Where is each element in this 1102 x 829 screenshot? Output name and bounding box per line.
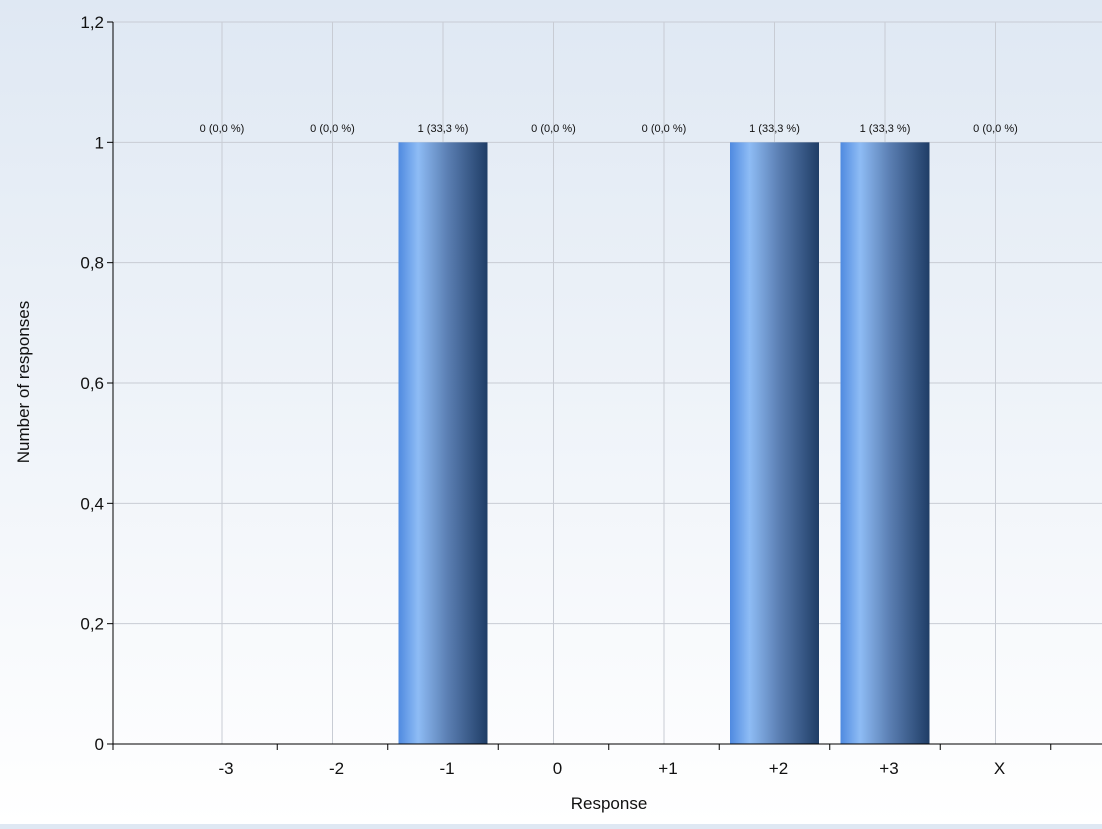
data-labels: 0 (0,0 %) 0 (0,0 %) 1 (33,3 %) 0 (0,0 %) 0 (… [200,123,1018,135]
y-tick-label: 0,4 [80,494,104,513]
data-label: 1 (33,3 %) [418,123,469,135]
data-label: 0 (0,0 %) [531,123,576,135]
y-axis-title: Number of responses [14,301,33,464]
y-tick-label: 1,2 [80,13,104,32]
bar-+3 [840,142,930,745]
data-label: 0 (0,0 %) [642,123,687,135]
bar--1 [398,142,488,745]
x-tick-label: +2 [769,759,788,778]
y-tick-label: 0 [95,735,104,754]
y-tick-label: 1 [95,133,104,152]
data-label: 1 (33,3 %) [749,123,800,135]
y-tick-label: 0,8 [80,254,104,273]
data-label: 0 (0,0 %) [200,123,245,135]
data-label: 0 (0,0 %) [310,123,355,135]
bar-+2 [730,142,819,745]
x-tick-label: -3 [218,759,233,778]
x-tick-label: +1 [658,759,677,778]
x-tick-label: -1 [439,759,454,778]
grid [113,21,1102,744]
x-tick-label: X [994,759,1005,778]
x-axis-title: Response [571,794,648,813]
y-tick-label: 0,6 [80,374,104,393]
x-tick-label: -2 [329,759,344,778]
bars [398,142,930,745]
x-tick-label: +3 [879,759,898,778]
data-label: 1 (33,3 %) [860,123,911,135]
y-tick-label: 0,2 [80,615,104,634]
x-tick-label: 0 [553,759,562,778]
data-label: 0 (0,0 %) [973,123,1018,135]
axes: 0 0,2 0,4 0,6 0,8 1 1,2 -3 -2 -1 0 +1 +2 +3 X [80,13,1102,778]
